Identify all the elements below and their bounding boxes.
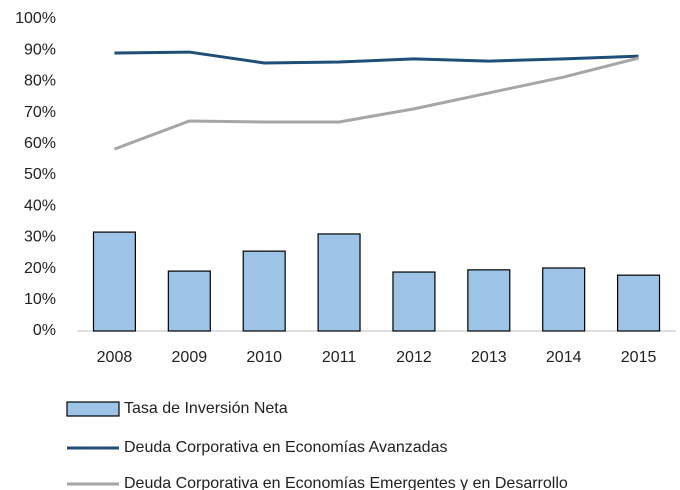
y-tick-label: 20% (24, 260, 56, 277)
line (114, 50, 639, 65)
y-tick-label: 70% (24, 104, 56, 121)
x-tick-label: 2014 (546, 349, 582, 366)
y-tick-label: 10% (24, 291, 56, 308)
bar (167, 270, 211, 332)
x-tick-label: 2010 (246, 349, 282, 366)
y-tick-label: 100% (15, 10, 56, 27)
y-tick-label: 40% (24, 197, 56, 214)
x-tick-label: 2013 (471, 349, 507, 366)
legend-swatch (66, 401, 120, 417)
bar (317, 233, 361, 332)
bar (92, 231, 137, 332)
bar (542, 267, 586, 332)
legend-label: Deuda Corporativa en Economías Avanzadas (124, 439, 447, 456)
y-tick-label: 90% (24, 41, 56, 58)
legend-label: Deuda Corporativa en Economías Emergente… (124, 475, 568, 490)
y-tick-label: 60% (24, 135, 56, 152)
y-tick-label: 0% (33, 322, 56, 339)
x-tick-label: 2008 (97, 349, 133, 366)
y-tick-label: 50% (24, 166, 56, 183)
x-tick-label: 2009 (172, 349, 208, 366)
line (113, 56, 639, 151)
x-tick-label: 2011 (322, 349, 357, 366)
bar (467, 269, 511, 332)
x-tick-label: 2012 (396, 349, 432, 366)
y-tick-label: 30% (24, 229, 56, 246)
bar (616, 274, 661, 332)
bar (392, 271, 436, 332)
bar (242, 250, 286, 332)
y-tick-label: 80% (24, 73, 56, 90)
x-tick-label: 2015 (621, 349, 657, 366)
legend-label: Tasa de Inversión Neta (124, 400, 288, 417)
